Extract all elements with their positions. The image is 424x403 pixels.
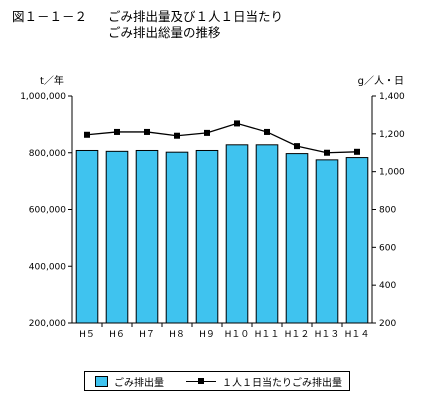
right-tick-label: 800: [379, 206, 396, 216]
bar-H８: [165, 151, 189, 324]
line-point-H６: [114, 128, 120, 135]
x-tick-label: H１２: [285, 330, 310, 340]
line-point-H１４: [354, 148, 360, 155]
bar-H５: [75, 149, 99, 324]
line-legend-marker: [186, 376, 216, 387]
bar-H１１: [255, 144, 279, 324]
x-tick-label: H６: [109, 330, 125, 340]
left-tick-label: 200,000: [29, 319, 66, 329]
bar-H１０: [225, 144, 249, 324]
line-point-H９: [204, 129, 210, 136]
line-point-H１２: [294, 143, 300, 150]
x-tick-label: H８: [169, 330, 185, 340]
bar-H１４: [345, 157, 369, 324]
chart-legend: ごみ排出量 １人１日当たりごみ排出量: [84, 371, 350, 391]
bar-legend-swatch: [95, 375, 108, 387]
right-tick-label: 1,400: [379, 92, 405, 102]
right-tick-label: 1,200: [379, 130, 405, 140]
left-axis-unit: t／年: [40, 76, 64, 87]
per-capita-line: [86, 122, 358, 154]
left-tick-label: 800,000: [29, 149, 66, 159]
line-point-H５: [84, 131, 90, 138]
x-tick-label: H９: [199, 330, 215, 340]
title-line-1: ごみ排出量及び１人１日当たり: [108, 9, 284, 24]
bar-H１３: [315, 159, 339, 324]
figure-title: 図１－１－２ ごみ排出量及び１人１日当たり ごみ排出総量の推移: [12, 9, 283, 41]
line-point-H８: [174, 132, 180, 139]
x-tick-label: H７: [139, 330, 155, 340]
left-tick-label: 1,000,000: [20, 92, 66, 102]
right-axis-unit: g／人・日: [357, 76, 404, 87]
line-point-H１０: [234, 120, 240, 127]
x-tick-label: H１３: [315, 330, 340, 340]
right-tick-label: 600: [379, 243, 396, 253]
bar-H９: [195, 149, 219, 324]
figure-number: 図１－１－２: [12, 9, 88, 24]
bar-H６: [105, 150, 129, 324]
line-point-H１１: [264, 128, 270, 135]
line-point-H７: [144, 128, 150, 135]
line-legend-label: １人１日当たりごみ排出量: [222, 377, 342, 389]
right-tick-label: 400: [379, 281, 396, 291]
bar-legend-label: ごみ排出量: [114, 377, 164, 389]
x-tick-label: H１０: [225, 330, 250, 340]
left-tick-label: 600,000: [29, 206, 66, 216]
x-tick-label: H１４: [345, 330, 370, 340]
bar-H１２: [285, 153, 309, 324]
line-point-H１３: [324, 149, 330, 156]
x-tick-label: H１１: [255, 330, 280, 340]
x-tick-label: H５: [79, 330, 95, 340]
left-tick-label: 400,000: [29, 262, 66, 272]
bar-H７: [135, 149, 159, 324]
right-tick-label: 200: [379, 319, 396, 329]
right-tick-label: 1,000: [379, 168, 405, 178]
title-line-2: ごみ排出総量の推移: [108, 25, 221, 40]
